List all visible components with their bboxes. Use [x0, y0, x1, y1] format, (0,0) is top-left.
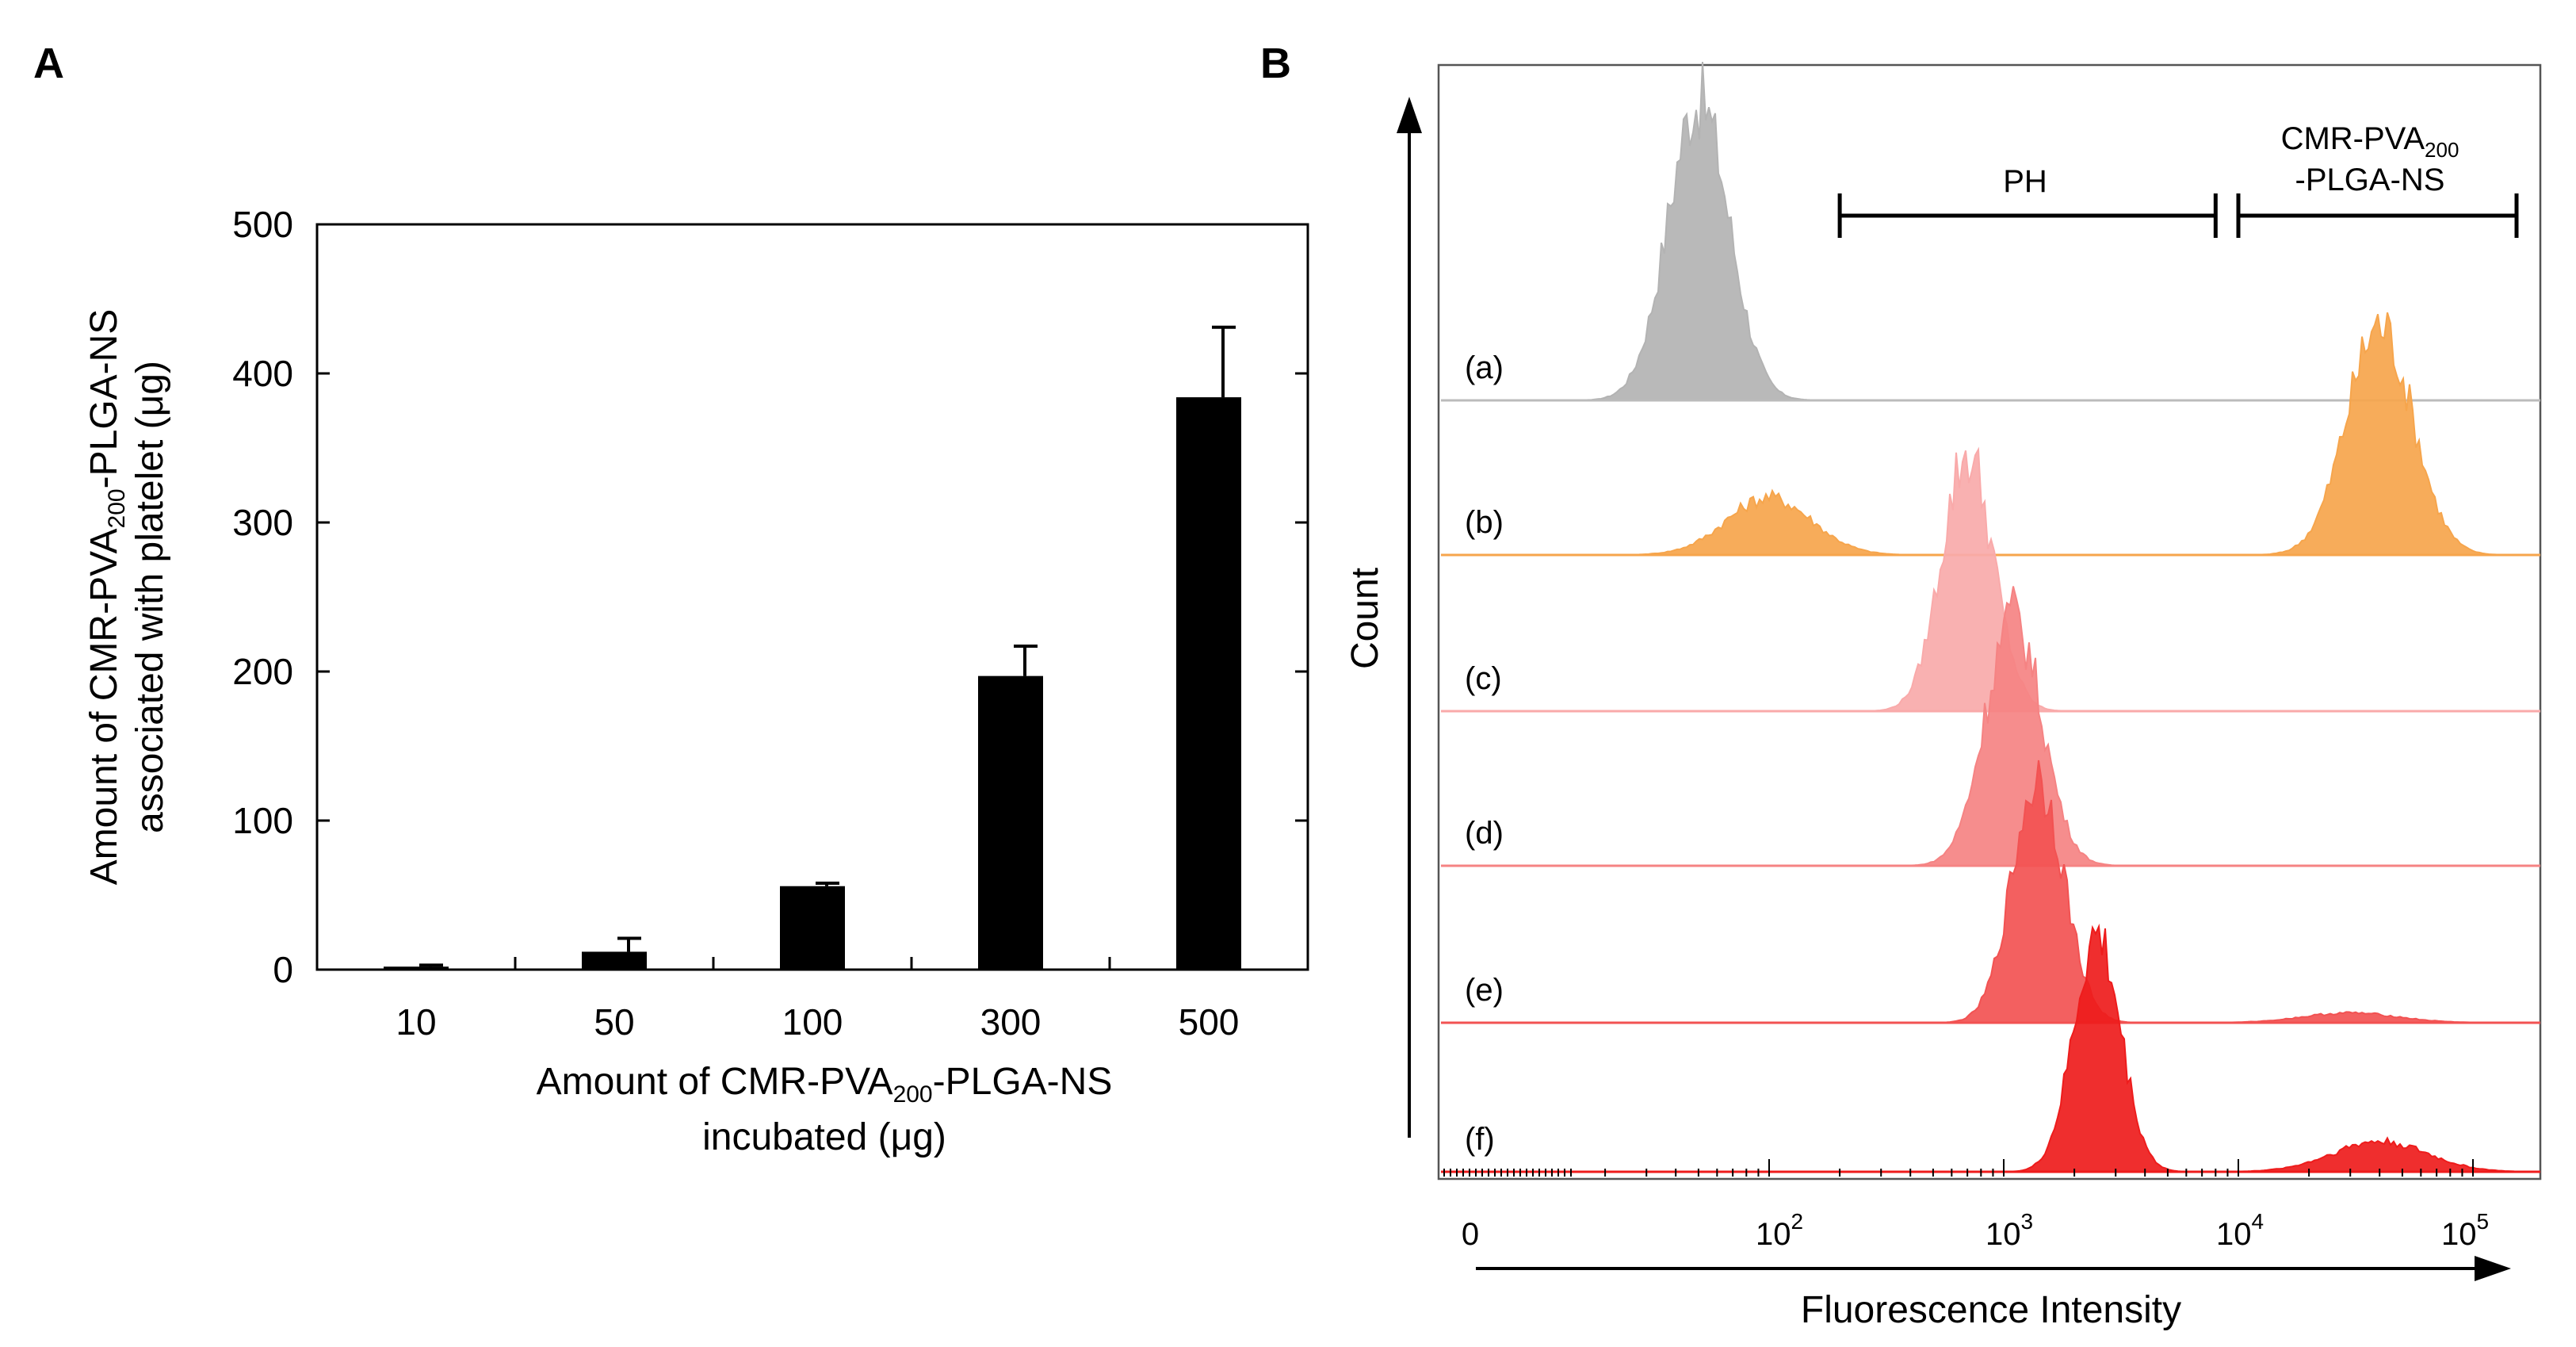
- x-tick-label: 103: [1986, 1209, 2033, 1252]
- x-axis-label-line2: incubated (μg): [702, 1116, 946, 1158]
- intensity-label: Fluorescence Intensity: [1801, 1289, 2181, 1331]
- y-tick-label: 100: [232, 800, 293, 841]
- x-tick-label: 0: [1462, 1217, 1479, 1252]
- bar: [384, 966, 449, 970]
- x-tick-label: 104: [2216, 1209, 2264, 1252]
- x-tick-label: 102: [1756, 1209, 1803, 1252]
- x-tick-label: 500: [1179, 1001, 1240, 1043]
- y-tick-label: 0: [273, 949, 293, 990]
- bar-chart-frame: [315, 223, 1309, 971]
- bar: [978, 675, 1043, 970]
- x-axis-ticks: 0 102 103 104 105: [1443, 1159, 2489, 1252]
- x-tick-label: 100: [782, 1001, 843, 1043]
- y-tick-label: 500: [232, 204, 293, 245]
- y-axis-ticks: 0 100 200 300 400 500: [232, 204, 1308, 990]
- bar: [582, 951, 647, 970]
- track-label: (a): [1465, 350, 1504, 385]
- x-tick-label: 50: [594, 1001, 634, 1043]
- track-label: (c): [1465, 661, 1502, 696]
- track-label: (f): [1465, 1122, 1495, 1157]
- x-tick-label: 300: [980, 1001, 1041, 1043]
- gate-ph-label: PH: [2003, 164, 2047, 199]
- gate-ns-label-line1: CMR-PVA200: [2281, 121, 2459, 162]
- bars: [384, 325, 1241, 970]
- track-label: (e): [1465, 973, 1504, 1008]
- panel-b-letter: B: [1260, 40, 1291, 87]
- bar-chart: 0 100 200 300 400 500 10 50 100 300 500 Amount of…: [83, 204, 1309, 1158]
- track-label: (d): [1465, 816, 1504, 851]
- x-axis-label-line1: Amount of CMR-PVA200-PLGA-NS: [537, 1061, 1113, 1108]
- bar: [780, 886, 845, 970]
- gate-ns-label-line2: -PLGA-NS: [2295, 163, 2445, 197]
- x-tick-label: 10: [396, 1001, 436, 1043]
- y-tick-label: 400: [232, 353, 293, 394]
- histogram-frame: [1437, 63, 2542, 1181]
- x-tick-label: 105: [2441, 1209, 2489, 1252]
- count-label: Count: [1344, 568, 1386, 669]
- histogram-tracks: (a) (b) (c) (d) (e) (f): [1441, 62, 2541, 1173]
- y-tick-label: 200: [232, 651, 293, 692]
- y-tick-label: 300: [232, 502, 293, 543]
- panel-a-letter: A: [33, 40, 64, 87]
- x-axis-ticks: 10 50 100 300 500: [396, 957, 1239, 1043]
- y-axis-label: Amount of CMR-PVA200-PLGA-NS associated …: [83, 309, 171, 886]
- count-arrow-head: [1397, 97, 1422, 133]
- histogram-area: [1538, 760, 2540, 1024]
- y-axis-label-line2: associated with platelet (μg): [129, 361, 171, 833]
- gates: PH CMR-PVA200-PLGA-NS: [1837, 121, 2519, 238]
- track-label: (b): [1465, 505, 1504, 540]
- y-axis-label-line1: Amount of CMR-PVA200-PLGA-NS: [83, 309, 130, 886]
- bar: [1176, 397, 1241, 970]
- flow-histogram: (a)(b)(c)(d)(e)(f) PHCMR-PVA200-PLGA-NS …: [1344, 62, 2542, 1331]
- intensity-arrow-head: [2475, 1256, 2511, 1281]
